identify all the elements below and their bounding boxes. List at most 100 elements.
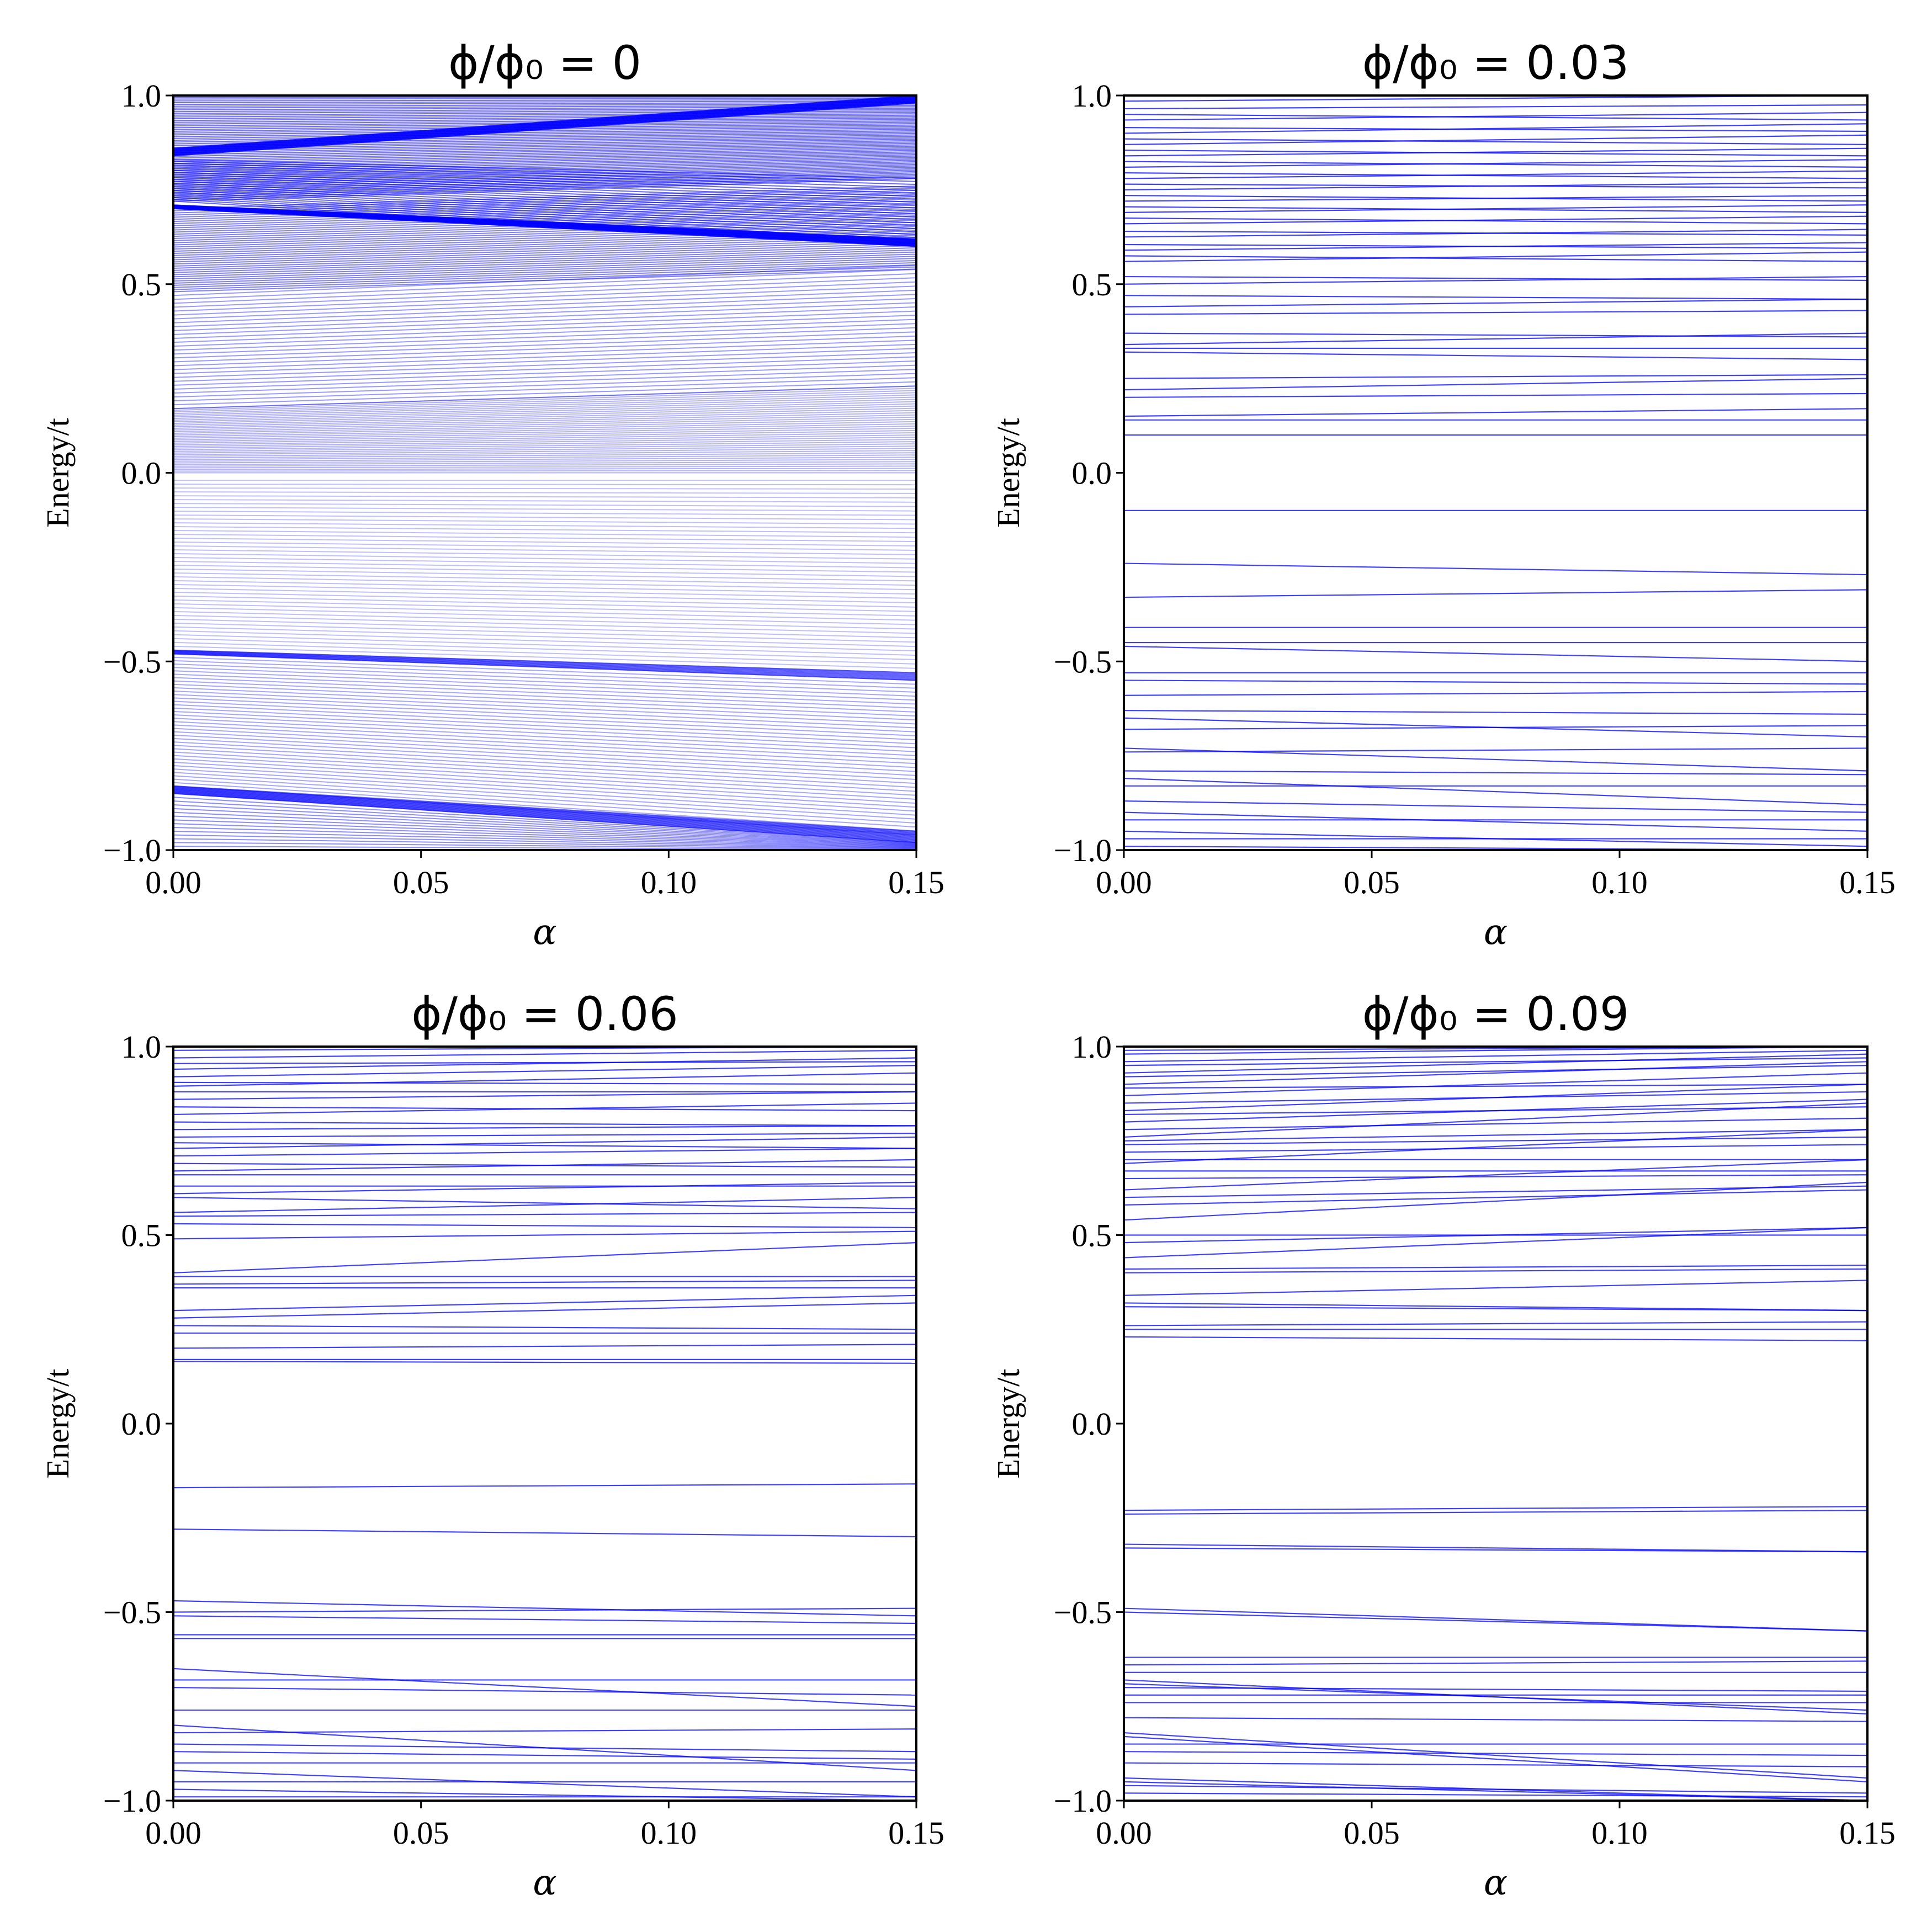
energy-level-line <box>173 618 916 639</box>
energy-level-line <box>173 1743 916 1753</box>
energy-level-line <box>1124 1509 1867 1515</box>
energy-level-line <box>1124 1129 1867 1164</box>
energy-level-line <box>173 414 916 431</box>
energy-level-line <box>173 487 916 490</box>
energy-level-line <box>173 765 916 812</box>
energy-level-line <box>173 788 916 836</box>
energy-level-line <box>173 1230 916 1240</box>
energy-level-line <box>173 1325 916 1330</box>
energy-level-line <box>173 298 916 327</box>
energy-level-line <box>173 459 916 464</box>
y-axis-label: Energy/t <box>990 1369 1026 1479</box>
energy-level-line <box>1124 1102 1867 1138</box>
energy-level-line <box>173 196 916 220</box>
energy-level-line <box>173 522 916 529</box>
energy-level-line <box>173 660 916 689</box>
energy-level-line <box>173 394 916 416</box>
y-tick-label: 1.0 <box>121 1029 162 1065</box>
energy-level-line <box>173 530 916 538</box>
energy-level-line <box>1124 1053 1867 1074</box>
energy-level-line <box>173 1668 916 1707</box>
energy-level-line <box>173 264 916 296</box>
energy-level-line <box>173 745 916 788</box>
y-tick-label: 1.0 <box>121 78 162 114</box>
energy-level-line <box>173 826 916 848</box>
x-axis-label: α <box>1484 1862 1508 1903</box>
energy-level-line <box>1124 710 1867 715</box>
energy-level-line <box>173 213 916 237</box>
energy-level-line <box>173 630 916 652</box>
energy-level-line <box>173 560 916 573</box>
energy-level-line <box>1124 1660 1867 1666</box>
panel-1: 0.00 0.05 0.10 0.15 −1.0 −0.5 0.0 0.5 1.0 ϕ/ϕ₀ = … <box>40 36 944 953</box>
x-axis-label: α <box>1484 912 1508 953</box>
energy-level-line <box>173 249 916 273</box>
energy-level-line <box>173 302 916 331</box>
energy-level-line <box>1124 1792 1867 1798</box>
energy-level-line <box>173 454 916 460</box>
energy-level-line <box>173 251 916 275</box>
energy-level-line <box>173 751 916 796</box>
energy-level-line <box>1124 332 1867 338</box>
energy-level-line <box>173 697 916 733</box>
energy-level-line <box>1124 1098 1867 1123</box>
y-tick-label: 0.0 <box>1072 455 1112 491</box>
energy-level-line <box>173 583 916 599</box>
energy-level-line <box>173 1770 916 1798</box>
energy-level-line <box>1124 778 1867 806</box>
energy-level-line <box>173 1528 916 1537</box>
energy-level-line <box>173 564 916 577</box>
energy-level-line <box>173 339 916 367</box>
energy-level-line <box>1124 275 1867 282</box>
energy-level-line <box>173 737 916 781</box>
energy-level-line <box>1124 229 1867 238</box>
energy-level-line <box>173 373 916 398</box>
panel-title: ϕ/ϕ₀ = 0.06 <box>411 987 678 1041</box>
energy-level-line <box>173 421 916 436</box>
energy-level-line <box>173 792 916 842</box>
energy-level-line <box>173 331 916 359</box>
y-tick-label: 0.5 <box>121 267 162 302</box>
energy-level-line <box>173 102 916 105</box>
energy-level-line <box>173 427 916 440</box>
energy-level-line <box>1124 172 1867 179</box>
energy-level-line <box>173 306 916 335</box>
energy-level-line <box>173 154 916 172</box>
energy-level-line <box>173 1159 916 1172</box>
energy-level-line <box>1124 255 1867 262</box>
y-tick-label: 0.0 <box>1072 1406 1112 1442</box>
energy-level-line <box>173 215 916 240</box>
energy-level-line <box>173 687 916 721</box>
energy-level-line <box>173 434 916 445</box>
energy-level-line <box>173 1788 916 1801</box>
energy-level-line <box>1124 1265 1867 1270</box>
energy-level-line <box>173 352 916 378</box>
energy-level-line <box>1124 204 1867 213</box>
energy-level-line <box>173 834 916 849</box>
energy-level-line <box>173 129 916 139</box>
energy-level-line <box>173 97 916 151</box>
x-tick-label: 0.15 <box>888 864 944 900</box>
energy-level-line <box>173 178 916 202</box>
energy-level-line <box>173 448 916 455</box>
energy-level-line <box>173 778 916 828</box>
energy-level-line <box>173 842 916 850</box>
y-tick-label: 0.0 <box>121 455 162 491</box>
energy-level-line <box>173 348 916 374</box>
energy-level-line <box>173 649 916 673</box>
energy-level-line <box>173 650 916 675</box>
energy-level-line <box>173 95 916 150</box>
energy-level-line <box>1124 1687 1867 1692</box>
energy-level-line <box>173 741 916 784</box>
y-axis-label: Energy/t <box>40 1369 76 1479</box>
energy-level-line <box>173 1091 916 1100</box>
energy-level-line <box>173 731 916 772</box>
y-tick-label: −1.0 <box>103 832 161 868</box>
energy-level-line <box>173 219 916 243</box>
energy-level-line <box>173 165 916 186</box>
energy-levels <box>1124 1047 1867 1801</box>
energy-level-line <box>173 209 916 233</box>
energy-level-line <box>173 452 916 459</box>
panel-4: 0.00 0.05 0.10 0.15 −1.0 −0.5 0.0 0.5 1.0 ϕ/ϕ₀ = … <box>990 987 1896 1903</box>
energy-level-line <box>173 710 916 749</box>
